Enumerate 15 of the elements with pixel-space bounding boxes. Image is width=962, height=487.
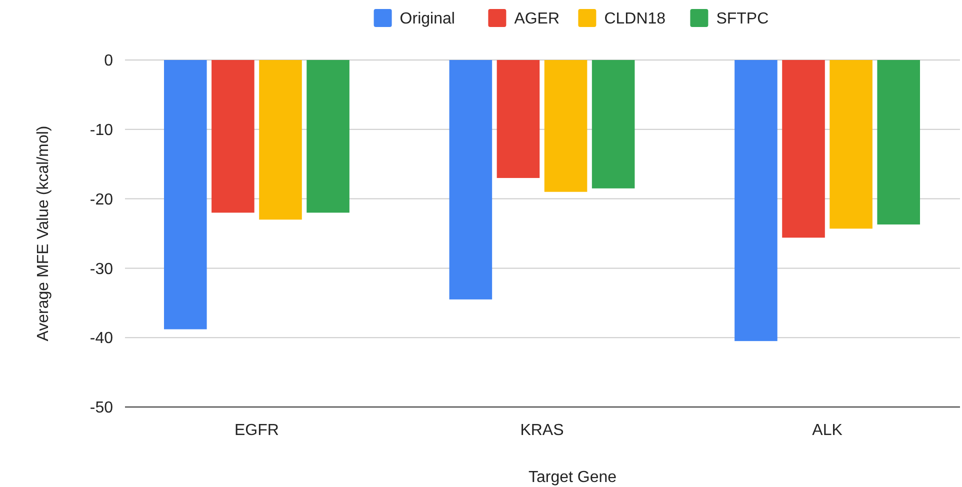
- y-tick-label: -10: [90, 122, 114, 139]
- y-axis-title: Average MFE Value (kcal/mol): [35, 126, 52, 342]
- x-axis-title: Target Gene: [528, 469, 617, 486]
- y-tick-label: -30: [90, 260, 114, 278]
- legend-label: SFTPC: [716, 10, 769, 28]
- x-tick-label: ALK: [812, 422, 843, 439]
- x-tick-label: KRAS: [520, 422, 564, 439]
- x-tick-label: EGFR: [234, 422, 279, 439]
- y-tick-label: 0: [104, 52, 114, 70]
- y-tick-label: -50: [90, 400, 114, 417]
- legend-label: Original: [400, 10, 455, 28]
- legend-label: AGER: [514, 10, 560, 28]
- legend-label: CLDN18: [604, 10, 666, 28]
- y-tick-label: -20: [90, 191, 114, 208]
- y-tick-label: -40: [90, 330, 114, 348]
